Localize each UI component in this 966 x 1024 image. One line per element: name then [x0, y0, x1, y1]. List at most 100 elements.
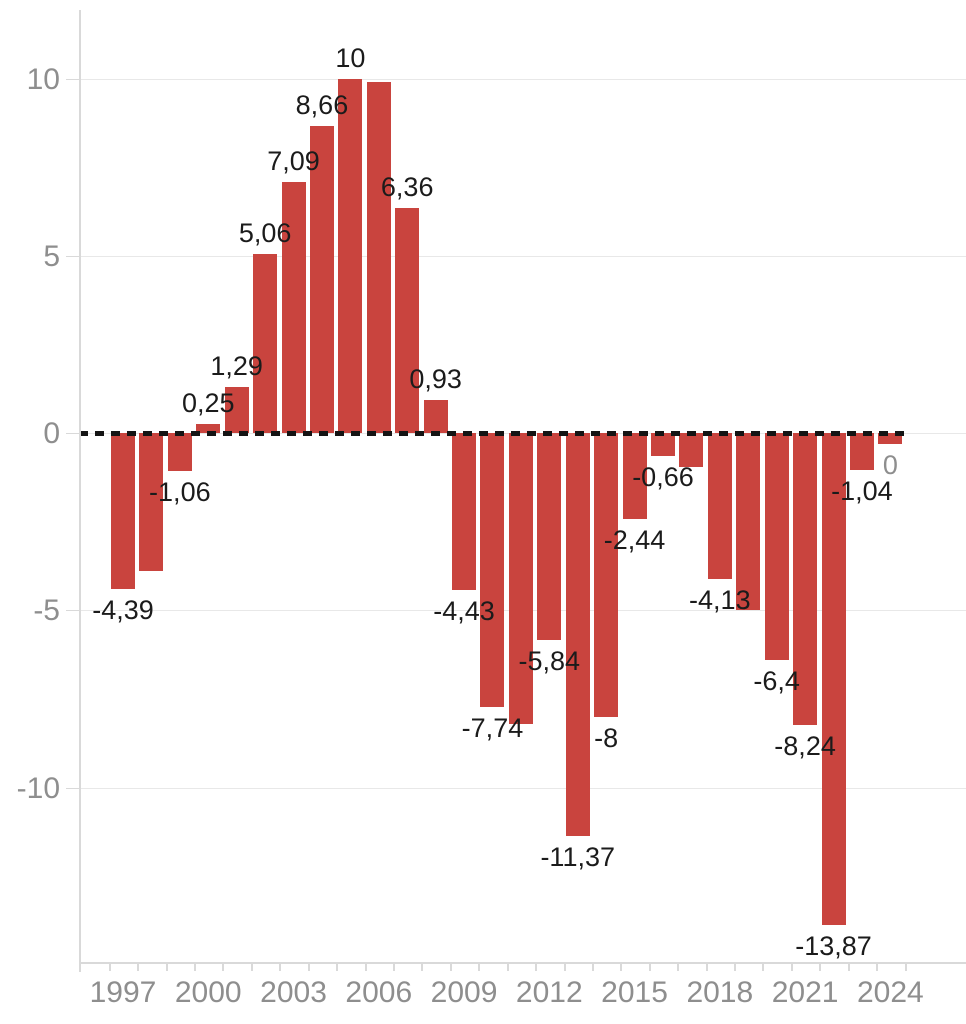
bar[interactable]: [139, 433, 164, 572]
bar[interactable]: [167, 433, 192, 471]
x-axis-tick: [648, 962, 651, 971]
y-axis-line: [79, 10, 81, 972]
bar[interactable]: [650, 433, 675, 457]
bar[interactable]: [224, 387, 249, 433]
bar[interactable]: [253, 253, 278, 433]
y-axis-tick: [66, 433, 79, 434]
bar[interactable]: [793, 433, 818, 726]
bar-value-label: 0: [882, 449, 898, 480]
y-axis-label: 0: [43, 417, 60, 450]
bar-value-label: -1,04: [831, 475, 893, 506]
bar[interactable]: [537, 433, 562, 641]
bar-value-label: -13,87: [795, 930, 872, 961]
bar[interactable]: [764, 433, 789, 660]
x-axis-tick: [762, 962, 765, 971]
bar-value-label: -8: [594, 722, 619, 753]
y-axis-tick: [66, 256, 79, 257]
bar-value-label: 0,93: [409, 364, 462, 395]
y-axis-label: -10: [16, 772, 60, 805]
bar-value-label: 8,66: [295, 90, 349, 120]
bar[interactable]: [594, 433, 619, 717]
x-axis-tick: [506, 962, 509, 971]
bar[interactable]: [395, 207, 420, 433]
x-axis-tick: [392, 962, 395, 971]
bar-value-label: -7,74: [461, 713, 524, 744]
x-axis-tick: [876, 962, 879, 971]
bar[interactable]: [366, 82, 391, 433]
x-axis-tick: [478, 962, 481, 971]
x-axis-tick: [194, 962, 197, 971]
bar-value-label: -6,4: [753, 665, 800, 696]
bar-value-label: -8,24: [774, 731, 836, 762]
bar[interactable]: [565, 433, 590, 837]
x-axis-label: 2000: [174, 976, 242, 1009]
y-axis-label: 10: [26, 63, 60, 96]
x-axis-label: 2012: [515, 976, 583, 1009]
x-axis-tick: [307, 962, 310, 971]
x-axis-label: 1997: [89, 976, 157, 1009]
x-axis-tick: [250, 962, 253, 971]
y-axis-label: -5: [33, 594, 60, 627]
x-axis-tick: [904, 962, 907, 971]
bar[interactable]: [338, 78, 363, 433]
x-axis-label: 2021: [771, 976, 839, 1009]
x-axis-label: 2018: [686, 976, 754, 1009]
x-axis-tick: [449, 962, 452, 971]
bar[interactable]: [281, 181, 306, 433]
bar-value-label: 5,06: [238, 217, 292, 248]
y-axis-label: 5: [43, 240, 60, 273]
x-axis-line: [79, 962, 966, 964]
bar[interactable]: [736, 433, 761, 611]
bar-value-label: -1,06: [149, 476, 211, 507]
bar[interactable]: [309, 126, 334, 433]
x-axis-tick: [847, 962, 850, 971]
bar-value-label: -2,44: [603, 525, 666, 556]
bar-value-label: 1,29: [210, 351, 263, 382]
bar[interactable]: [849, 433, 874, 470]
x-axis-tick: [279, 962, 282, 971]
x-axis-tick: [620, 962, 623, 971]
y-axis-tick: [66, 79, 79, 80]
x-axis-tick: [165, 962, 168, 971]
bar[interactable]: [111, 433, 135, 589]
y-axis-tick: [66, 610, 79, 611]
bar[interactable]: [622, 433, 647, 520]
y-gridline: [79, 79, 966, 80]
x-axis-tick: [421, 962, 424, 971]
bar[interactable]: [878, 433, 903, 444]
bar-value-label: -4,13: [689, 585, 751, 616]
x-axis-tick: [364, 962, 367, 971]
bar[interactable]: [508, 433, 533, 724]
bar[interactable]: [679, 433, 704, 467]
bar[interactable]: [707, 433, 732, 580]
bar-value-label: 7,09: [267, 145, 320, 176]
x-axis-tick: [677, 962, 680, 971]
x-axis-label: 2024: [856, 976, 924, 1009]
x-axis-tick: [563, 962, 566, 971]
bar[interactable]: [480, 433, 505, 708]
bar[interactable]: [452, 433, 477, 591]
bar-value-label: -0,66: [632, 462, 694, 493]
x-axis-label: 2003: [260, 976, 327, 1009]
bar-value-label: 0,25: [181, 388, 235, 419]
x-axis-label: 2015: [601, 976, 668, 1009]
x-axis-tick: [336, 962, 339, 971]
bar-value-label: -4,43: [433, 596, 495, 627]
x-axis-tick: [734, 962, 737, 971]
y-axis-tick: [66, 788, 79, 789]
x-axis-label: 2006: [345, 976, 413, 1009]
bar-value-label: 10: [335, 42, 366, 73]
bar[interactable]: [423, 400, 448, 433]
x-axis-tick: [705, 962, 708, 971]
bar[interactable]: [821, 433, 846, 925]
x-axis-tick: [819, 962, 822, 971]
x-axis-tick: [790, 962, 793, 971]
bar-value-label: -11,37: [540, 842, 615, 873]
bar-value-label: 6,36: [380, 171, 434, 202]
x-axis-tick: [108, 962, 111, 971]
x-axis-tick: [222, 962, 225, 971]
bar-value-label: -4,39: [92, 594, 154, 625]
bar[interactable]: [196, 424, 221, 433]
x-axis-tick: [137, 962, 140, 971]
